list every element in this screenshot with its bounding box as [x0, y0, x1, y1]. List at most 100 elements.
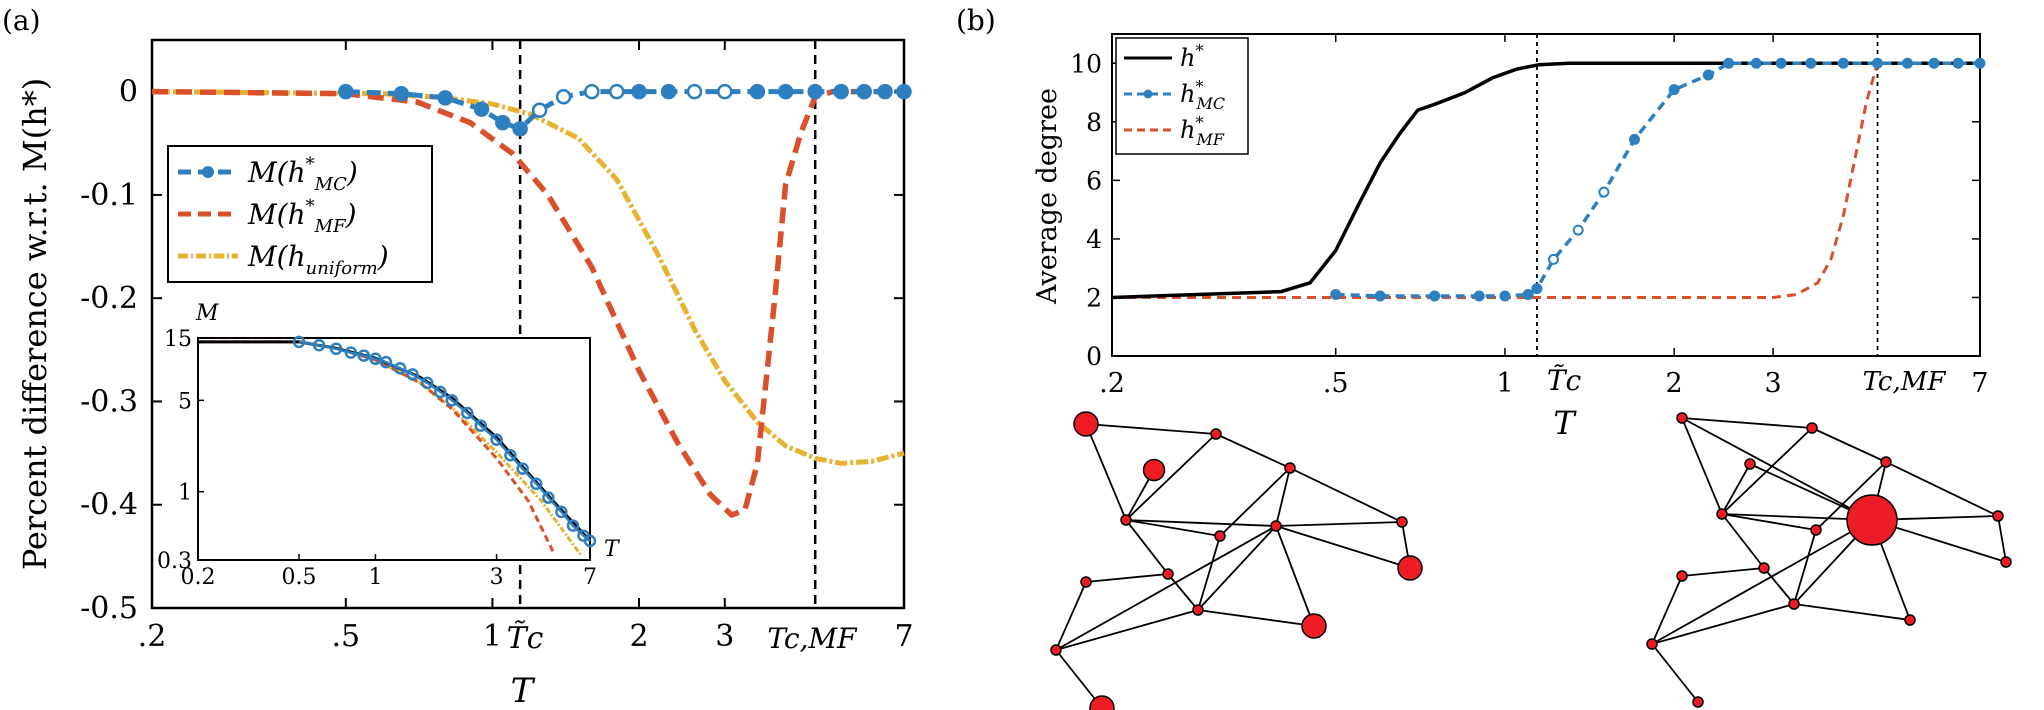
network-node	[1210, 428, 1222, 440]
network-edge	[1055, 581, 1087, 651]
network-node	[1676, 570, 1688, 582]
network-edge	[1275, 521, 1403, 527]
inset-data-point	[434, 385, 447, 399]
series-line	[151, 89, 905, 466]
network-node	[1992, 510, 2004, 522]
panel-b-vlines	[1536, 34, 1879, 356]
data-point	[531, 102, 548, 118]
panel-a-tc-label: T̃c	[507, 621, 544, 656]
data-point	[660, 83, 677, 100]
panel-a: (a) .2 .5 1 2 3 7 0 -0.1 -0.2 -0.3 -0.4 -0.5 Percen…	[2, 4, 914, 710]
network-edge	[1721, 463, 1751, 515]
network-edge	[1085, 573, 1169, 583]
inset-x-tick-label: 1	[368, 565, 382, 590]
data-point	[338, 83, 354, 100]
b-data-point	[1628, 133, 1640, 145]
y-tick-label: -0.1	[80, 178, 138, 213]
panel-b-axes-box	[1111, 33, 1981, 357]
inset-data-point	[379, 355, 393, 369]
y-tick-label: -0.4	[80, 488, 138, 523]
inset-data-point	[406, 368, 419, 381]
network-node	[1162, 568, 1174, 580]
panel-a-xlabel: T	[511, 671, 536, 710]
network-node	[1904, 614, 1916, 626]
legend-marker-hmc	[1143, 89, 1153, 99]
network-edge	[1197, 525, 1277, 611]
b-y-tick-label: 0	[1086, 342, 1102, 371]
y-tick-label: -0.5	[80, 591, 138, 626]
b-series-line	[1112, 61, 1980, 299]
data-point	[717, 83, 733, 100]
series-line	[345, 89, 904, 132]
data-point	[494, 114, 511, 131]
inset-data-point	[393, 362, 407, 375]
network-node	[1214, 530, 1226, 542]
network-edge	[1681, 417, 1873, 521]
b-y-tick-label: 10	[1070, 49, 1102, 78]
network-node	[1301, 613, 1327, 639]
inset-data-point	[461, 406, 474, 420]
network-edge	[1055, 609, 1199, 651]
network-right	[1646, 412, 2012, 708]
b-data-point	[1473, 290, 1485, 302]
panel-b-xlabel: T	[1553, 404, 1577, 442]
b-data-point	[1871, 57, 1883, 69]
panel-b-label: (b)	[956, 4, 996, 37]
legend-label-hmc: h* MC	[1180, 77, 1225, 113]
inset-data-point	[566, 519, 580, 532]
network-edge	[1289, 467, 1403, 523]
data-point	[393, 85, 410, 102]
data-point	[608, 83, 625, 100]
b-data-point	[1547, 253, 1559, 265]
panel-a-tcmf-label: Tc,MF	[767, 622, 858, 655]
panel-b-tcmf-label: Tc,MF	[1863, 367, 1947, 397]
inset-xlabel: T	[604, 537, 621, 562]
data-point	[896, 83, 912, 100]
b-data-point	[1805, 57, 1817, 69]
network-node	[1810, 524, 1822, 536]
b-data-point	[1901, 57, 1913, 69]
legend-entry-hmc: h* MC	[1124, 77, 1225, 113]
b-data-point	[1723, 57, 1735, 69]
b-data-point	[1374, 290, 1386, 302]
data-point	[584, 83, 600, 100]
network-node	[1397, 555, 1423, 581]
network-edge	[1651, 575, 1683, 645]
network-node	[1120, 514, 1132, 526]
inset-data-point	[357, 349, 371, 362]
network-edge	[1651, 643, 1699, 703]
network-edge	[1793, 603, 1911, 621]
network-edge	[1125, 433, 1217, 521]
inset-x-tick-label: 7	[583, 565, 597, 590]
data-point	[686, 83, 703, 100]
y-tick-label: -0.3	[80, 384, 138, 419]
b-data-point	[1668, 84, 1680, 96]
inset-y-tick-label: 1	[178, 481, 192, 506]
data-point	[856, 83, 872, 100]
network-node	[1284, 462, 1296, 474]
inset-data-point	[329, 342, 343, 356]
data-point	[555, 89, 572, 105]
b-x-tick-label: 3	[1765, 368, 1782, 399]
inset-data-point	[504, 449, 517, 462]
panel-b-legend: h* h* MC h* MF	[1115, 37, 1249, 155]
network-edge	[1055, 525, 1277, 651]
b-x-tick-label: 7	[1971, 368, 1988, 399]
network-edge	[1681, 417, 1813, 429]
network-edge	[1997, 515, 2007, 563]
network-edge	[1721, 513, 1765, 569]
network-node	[1716, 508, 1728, 520]
x-tick-label: .5	[331, 619, 360, 654]
network-node	[1270, 520, 1282, 532]
panel-a-axes-box	[150, 38, 906, 610]
inset-y-tick-label: 0.3	[157, 549, 192, 574]
inset-x-tick-label: 0.2	[181, 565, 216, 590]
legend-label-mf: M(h*MF)	[247, 196, 357, 237]
network-edge	[1085, 423, 1127, 521]
network-node	[1806, 422, 1818, 434]
b-x-tick-label: .5	[1323, 368, 1349, 399]
network-edge	[1885, 461, 1999, 517]
network-edge	[1167, 573, 1199, 611]
b-data-point	[1775, 57, 1787, 69]
